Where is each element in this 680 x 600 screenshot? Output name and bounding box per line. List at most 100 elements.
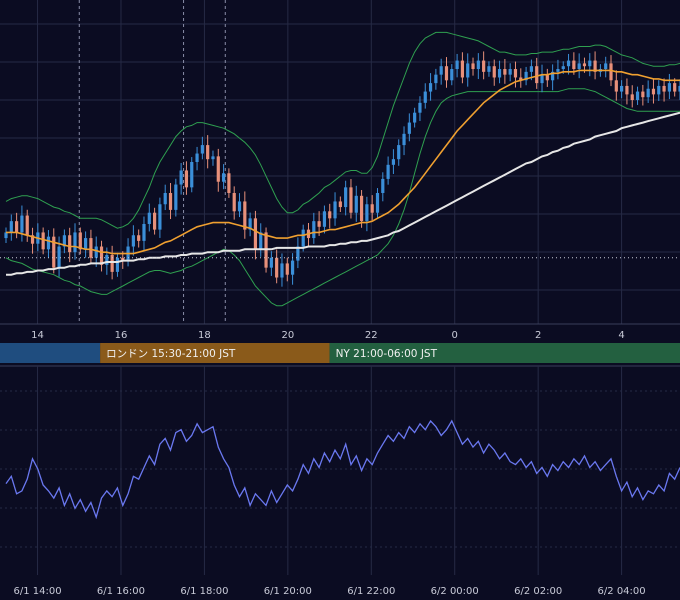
ma-fast-line <box>6 69 680 255</box>
candle-up <box>375 192 380 213</box>
oscillator-x-tick-label: 6/1 18:00 <box>180 586 228 597</box>
candle-up <box>280 263 284 278</box>
candle-down <box>285 263 289 275</box>
oscillator-series <box>5 419 680 520</box>
candle-up <box>540 74 544 84</box>
candle-down <box>349 187 353 213</box>
candle-down <box>121 257 125 261</box>
oscillator-x-tick-label: 6/1 22:00 <box>347 586 395 597</box>
candle-up <box>94 246 98 258</box>
candle-down <box>52 236 56 268</box>
candle-up <box>190 162 194 188</box>
session-ny-block <box>329 343 680 363</box>
candle-down <box>370 204 374 213</box>
candle-down <box>641 91 645 98</box>
candle-down <box>168 192 173 210</box>
candle-up <box>301 229 305 247</box>
price-x-tick-label: 4 <box>618 330 624 341</box>
candle-up <box>487 66 491 72</box>
candle-up <box>508 69 512 75</box>
candle-down <box>15 221 19 233</box>
candle-down <box>460 60 465 78</box>
session-london-label: ロンドン 15:30-21:00 JST <box>106 348 236 360</box>
oscillator-x-tick-label: 6/2 00:00 <box>431 586 479 597</box>
oscillator-x-tick-label: 6/1 20:00 <box>264 586 312 597</box>
candle-up <box>115 257 120 272</box>
candle-down <box>232 192 236 212</box>
candle-up <box>450 69 454 81</box>
candle-up <box>73 232 77 253</box>
price-x-tick-label: 22 <box>365 330 378 341</box>
candle-down <box>110 254 114 272</box>
candle-down <box>651 88 656 95</box>
candle-up <box>290 260 295 275</box>
candle-down <box>545 74 549 81</box>
candle-up <box>556 69 560 72</box>
candle-down <box>89 238 93 258</box>
candle-up <box>105 254 109 265</box>
oscillator-x-tick-label: 6/2 02:00 <box>514 586 562 597</box>
bollinger-upper-line <box>5 31 680 229</box>
candle-down <box>99 246 104 265</box>
price-x-tick-label: 14 <box>31 330 44 341</box>
candle-up <box>386 164 390 179</box>
candle-up <box>418 102 422 113</box>
moving-averages <box>6 69 680 276</box>
price-x-tick-label: 20 <box>281 330 294 341</box>
candle-down <box>444 66 449 81</box>
candle-down <box>503 69 507 75</box>
candle-up <box>195 153 199 162</box>
candle-down <box>30 235 35 244</box>
candle-up <box>588 60 592 67</box>
candle-up <box>381 178 385 193</box>
candle-up <box>566 60 571 67</box>
candle-up <box>439 66 443 75</box>
session-tokyo-block <box>0 343 101 363</box>
candle-up <box>322 211 327 227</box>
candle-up <box>248 218 252 230</box>
candle-up <box>163 192 167 205</box>
candle-up <box>604 63 608 70</box>
candle-up <box>158 204 162 230</box>
candle-up <box>269 257 273 268</box>
candle-up <box>678 85 680 92</box>
candle-up <box>397 145 401 160</box>
oscillator-x-tick-label: 6/2 04:00 <box>598 586 646 597</box>
candle-up <box>312 221 316 239</box>
candle-down <box>78 232 82 250</box>
candle-up <box>466 63 470 78</box>
candle-down <box>614 80 618 92</box>
candle-up <box>4 232 8 239</box>
candle-up <box>365 204 369 222</box>
price-x-tick-label: 16 <box>115 330 128 341</box>
candle-up <box>428 83 433 92</box>
oscillator-line <box>5 419 680 520</box>
candle-up <box>391 159 396 165</box>
candle-up <box>577 63 581 70</box>
candle-down <box>338 201 342 208</box>
candle-up <box>344 187 348 208</box>
candle-up <box>434 74 438 84</box>
oscillator-grid <box>0 366 680 575</box>
candle-down <box>216 156 220 182</box>
candle-up <box>407 122 411 134</box>
candle-up <box>296 246 300 261</box>
candle-up <box>57 246 61 268</box>
price-x-tick-label: 18 <box>198 330 211 341</box>
candle-up <box>497 69 502 78</box>
candle-down <box>184 170 189 188</box>
candle-down <box>359 195 364 222</box>
candle-up <box>476 60 480 70</box>
ma-slow-line <box>6 111 680 276</box>
candle-down <box>328 211 332 219</box>
oscillator-time-axis: 6/1 14:00 6/1 16:00 6/1 18:00 6/1 20:00 6/1 … <box>13 586 645 597</box>
candle-up <box>667 83 671 92</box>
candle-down <box>206 145 210 160</box>
session-london-block <box>100 343 330 363</box>
candle-up <box>524 71 528 81</box>
candle-up <box>423 91 427 103</box>
candle-up <box>174 184 178 210</box>
candle-up <box>551 71 555 81</box>
